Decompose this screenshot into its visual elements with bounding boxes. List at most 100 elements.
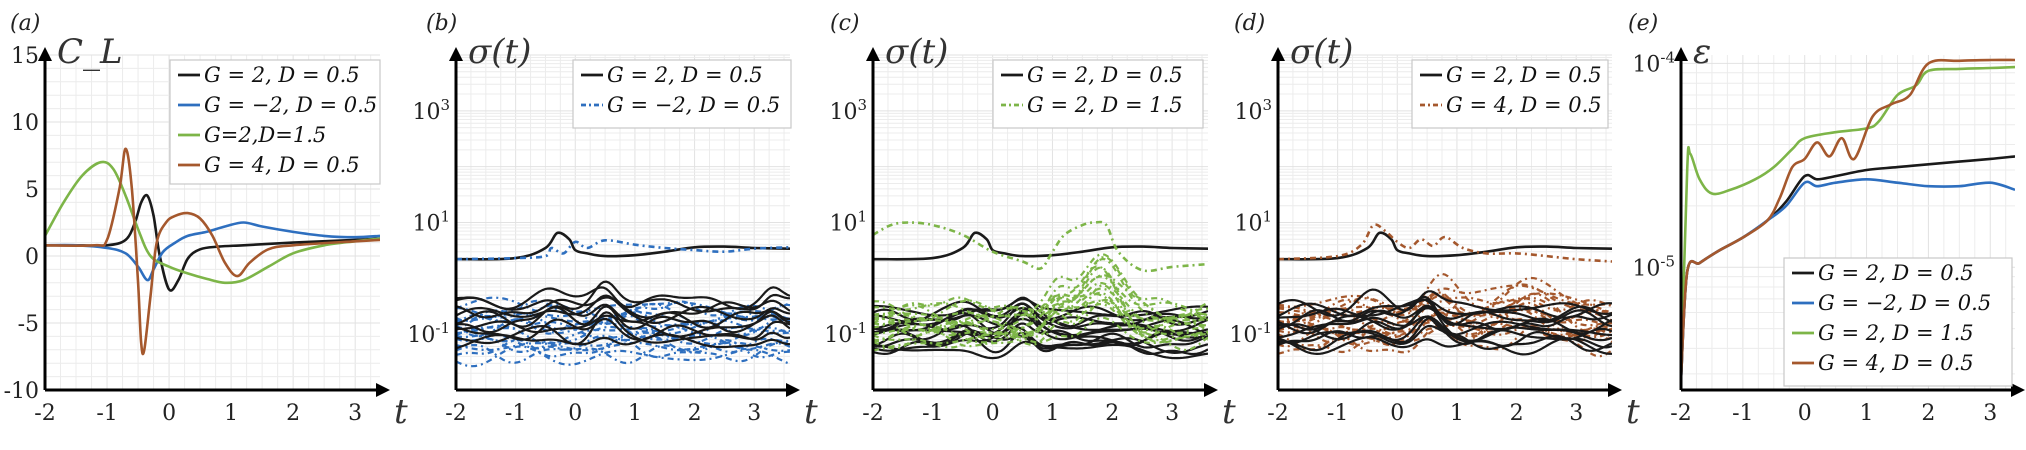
panel-label-d: (d) [1234, 11, 1265, 36]
mode-curve [1278, 284, 1612, 312]
x-axis-label: t [394, 392, 408, 432]
x-tick-label: -2 [1670, 401, 1691, 426]
series-line [45, 147, 380, 356]
y-tick-label: 101 [412, 208, 450, 237]
series-line [456, 231, 790, 261]
series-line [873, 231, 1208, 261]
y-tick-label: 10-1 [1229, 319, 1272, 348]
y-axis-label: σ(t) [885, 32, 948, 72]
series-line [45, 160, 380, 285]
legend-label: G = −2, D = 0.5 [204, 93, 377, 117]
mode-curve [873, 265, 1208, 334]
x-tick-label: -2 [34, 401, 55, 426]
x-axis-arrow [1608, 383, 1622, 397]
mode-curve [1278, 272, 1612, 317]
series-line [45, 221, 380, 282]
x-tick-label: 0 [162, 401, 176, 426]
series-line [1681, 65, 2015, 381]
mode-curve [873, 298, 1208, 346]
mode-curve [873, 266, 1208, 344]
x-tick-label: 2 [286, 401, 300, 426]
panel-label-a: (a) [10, 11, 40, 36]
mode-curve [1278, 336, 1612, 356]
series-line [1278, 223, 1612, 263]
x-tick-label: -2 [445, 401, 466, 426]
y-axis-label: C_L [57, 32, 123, 72]
x-tick-label: 0 [986, 401, 1000, 426]
series-line [873, 220, 1208, 273]
legend-box [572, 59, 792, 129]
y-tick-label: 103 [829, 96, 867, 125]
mode-curve [873, 331, 1208, 356]
x-axis-label: t [1222, 392, 1236, 432]
series-line [1681, 58, 2015, 381]
mode-curve [1278, 288, 1612, 317]
x-tick-label: 1 [628, 401, 642, 426]
x-tick-label: -1 [1732, 401, 1753, 426]
mode-curve [456, 319, 790, 340]
x-tick-label: 3 [348, 401, 362, 426]
x-tick-label: 3 [1983, 401, 1997, 426]
mode-curve [456, 341, 790, 352]
plot-area [456, 231, 790, 368]
legend: G = 2, D = 0.5 G = 4, D = 0.5 [1411, 59, 1609, 129]
series-line [45, 193, 380, 292]
series-line [456, 238, 790, 261]
x-tick-label: 0 [568, 401, 582, 426]
x-tick-label: -1 [505, 401, 526, 426]
legend-label: G = −2, D = 0.5 [1818, 291, 1991, 315]
legend-label: G = 2, D = 0.5 [607, 63, 763, 87]
y-axis-arrow [866, 47, 880, 61]
x-tick-label: 1 [224, 401, 238, 426]
mode-curve [456, 286, 790, 310]
mode-curve [873, 326, 1208, 349]
y-axis-label: σ(t) [1290, 32, 1353, 72]
mode-curve [873, 256, 1208, 317]
plot-area [1681, 58, 2015, 381]
y-tick-label: 5 [25, 178, 39, 203]
y-axis-arrow [449, 47, 463, 61]
y-tick-label: 10-1 [824, 319, 867, 348]
legend-box [1411, 59, 1609, 129]
mode-curve [1278, 315, 1612, 339]
x-tick-label: 0 [1390, 401, 1404, 426]
legend-label: G = 4, D = 0.5 [1446, 93, 1602, 117]
x-tick-label: 0 [1798, 401, 1812, 426]
y-tick-label: -5 [18, 312, 39, 337]
y-tick-label: 15 [11, 44, 39, 69]
legend: G = 2, D = 0.5 G = −2, D = 0.5 G=2,D=1.5 G … [169, 59, 381, 185]
axes [449, 47, 800, 397]
y-tick-label: -10 [4, 379, 39, 404]
y-tick-label: 101 [829, 208, 867, 237]
mode-curve [873, 275, 1208, 318]
legend-label: G = 2, D = 1.5 [1818, 321, 1974, 345]
x-axis-arrow [376, 383, 390, 397]
mode-curve [1278, 307, 1612, 340]
y-axis-arrow [38, 47, 52, 61]
legend-label: G = 2, D = 0.5 [204, 63, 360, 87]
plot-area [873, 220, 1208, 360]
x-tick-label: 1 [1450, 401, 1464, 426]
x-tick-label: -1 [1327, 401, 1348, 426]
legend-label: G = 2, D = 0.5 [1027, 63, 1183, 87]
x-tick-label: 3 [1569, 401, 1583, 426]
legend-label: G = 4, D = 0.5 [204, 153, 360, 177]
plot-area [45, 147, 380, 356]
panel-label-b: (b) [426, 11, 457, 36]
x-axis-arrow [1204, 383, 1218, 397]
x-tick-label: 1 [1860, 401, 1874, 426]
panel-label-c: (c) [830, 11, 860, 36]
axes [38, 47, 390, 397]
y-tick-label: 103 [412, 96, 450, 125]
mode-curve [456, 316, 790, 338]
mode-curve [456, 311, 790, 346]
plot-area [1278, 223, 1612, 358]
mode-curve [456, 294, 790, 324]
legend-label: G = 2, D = 1.5 [1027, 93, 1183, 117]
